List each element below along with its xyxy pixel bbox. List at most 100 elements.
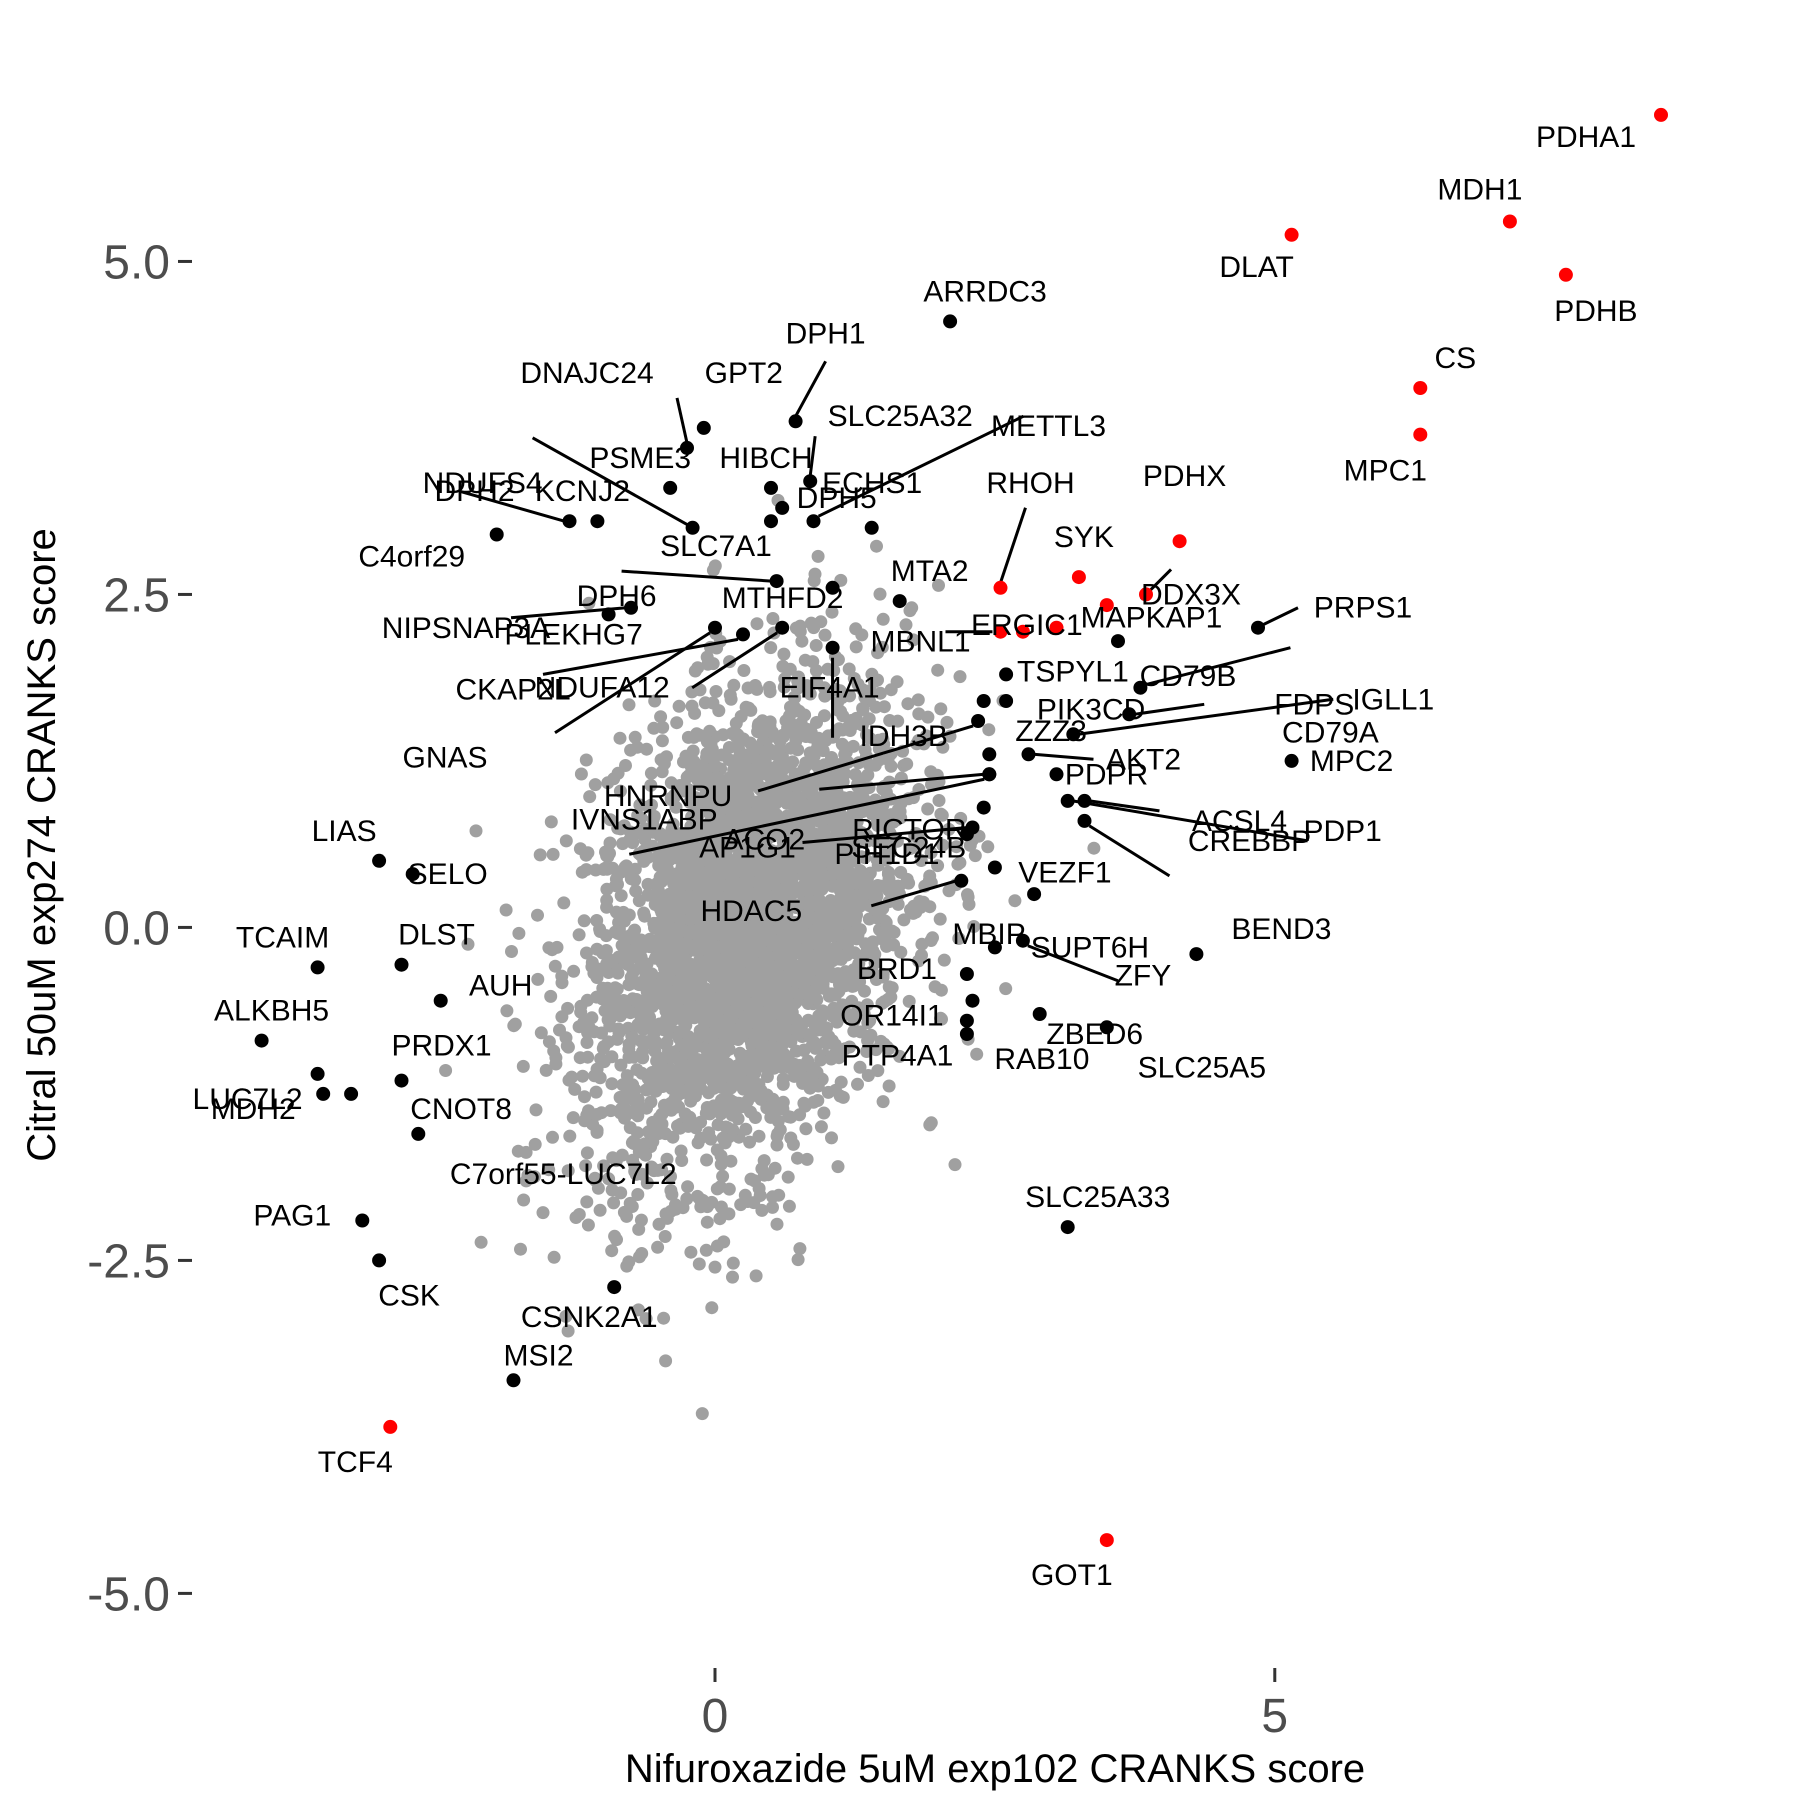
background-point	[907, 899, 921, 913]
background-point	[640, 1101, 653, 1115]
background-point	[649, 934, 663, 948]
background-point	[812, 1009, 826, 1023]
background-point	[877, 1037, 891, 1051]
background-point	[744, 1090, 758, 1104]
point-luc7l2	[310, 1066, 325, 1081]
label-crebbp: CREBBP	[1188, 825, 1311, 858]
y-tick-label: -2.5	[87, 1235, 170, 1288]
background-point	[776, 979, 790, 993]
background-point	[700, 735, 714, 749]
background-point	[828, 949, 842, 963]
background-point	[725, 939, 739, 953]
background-point	[675, 1154, 689, 1167]
label-slc25a5: SLC25A5	[1138, 1051, 1266, 1084]
background-point	[800, 679, 814, 693]
background-point	[923, 900, 937, 914]
background-point	[793, 1242, 807, 1256]
background-point	[771, 948, 785, 962]
point-igll1	[1066, 727, 1081, 742]
background-point	[660, 1211, 674, 1225]
background-point	[693, 1074, 707, 1088]
background-point	[759, 1088, 773, 1102]
background-point	[764, 641, 778, 655]
point-rictor	[982, 747, 997, 762]
background-point	[826, 1009, 839, 1023]
background-point	[723, 868, 737, 882]
background-point	[811, 549, 825, 563]
background-point	[743, 1135, 757, 1149]
label-gnas: GNAS	[402, 742, 487, 775]
background-point	[868, 956, 882, 970]
label-supt6h: SUPT6H	[1031, 931, 1149, 964]
background-point	[613, 784, 627, 798]
background-point	[598, 861, 612, 875]
background-point	[577, 914, 591, 928]
point-dph6	[769, 574, 784, 589]
background-point	[623, 1196, 637, 1210]
background-point	[829, 988, 843, 1002]
background-point	[742, 977, 756, 991]
background-point	[779, 957, 792, 971]
background-point	[649, 1084, 663, 1098]
background-point	[582, 1104, 595, 1118]
background-point	[656, 720, 670, 734]
background-point	[801, 723, 815, 736]
background-point	[873, 686, 887, 700]
background-point	[703, 926, 717, 940]
background-point	[710, 1239, 724, 1253]
background-point	[735, 810, 749, 824]
background-point	[877, 700, 891, 714]
point-gnas	[708, 620, 722, 635]
background-point	[737, 1015, 751, 1029]
label-rictor: RICTOR	[852, 813, 966, 846]
label-mta2: MTA2	[891, 555, 969, 588]
background-point	[697, 762, 711, 776]
leader-acsl4	[1089, 799, 1160, 813]
background-point	[951, 857, 965, 871]
background-point	[694, 1131, 707, 1145]
background-point	[762, 721, 776, 734]
x-tick-label: 5	[1261, 1690, 1288, 1743]
point-cd79a	[1133, 680, 1148, 695]
background-point	[579, 753, 593, 767]
background-point	[1008, 894, 1022, 908]
label-dph5: DPH5	[797, 482, 877, 515]
background-point	[692, 1257, 706, 1271]
background-point	[670, 716, 684, 730]
background-point	[901, 697, 915, 711]
background-point	[914, 854, 928, 867]
background-point	[912, 707, 926, 721]
leader-ndufs4	[531, 436, 689, 527]
background-point	[500, 1004, 514, 1018]
background-point	[763, 680, 776, 694]
background-point	[1087, 841, 1101, 855]
label-rab10: RAB10	[994, 1043, 1089, 1076]
background-point	[776, 1095, 790, 1109]
point-mpc2	[1284, 753, 1299, 768]
background-point	[581, 1218, 595, 1232]
background-point	[738, 1188, 752, 1202]
point-idh3b	[976, 694, 991, 708]
label-mpc1: MPC1	[1344, 455, 1427, 488]
background-point	[612, 1026, 626, 1040]
background-point	[710, 1182, 724, 1196]
background-point	[949, 840, 963, 854]
background-point	[883, 846, 897, 860]
background-point	[594, 1052, 608, 1066]
background-point	[722, 1207, 736, 1221]
labeled-points	[254, 107, 1668, 1548]
background-point	[499, 903, 513, 917]
background-point	[596, 981, 610, 995]
background-point	[710, 790, 723, 804]
background-point	[940, 715, 954, 729]
point-ptp4a1	[965, 993, 980, 1008]
background-point	[707, 945, 721, 958]
background-point	[576, 1069, 590, 1083]
background-point	[664, 1170, 677, 1183]
label-leader-lines	[459, 360, 1334, 983]
background-point	[516, 1059, 530, 1073]
background-point	[831, 967, 845, 981]
background-point	[766, 1200, 779, 1214]
background-point	[603, 813, 617, 827]
